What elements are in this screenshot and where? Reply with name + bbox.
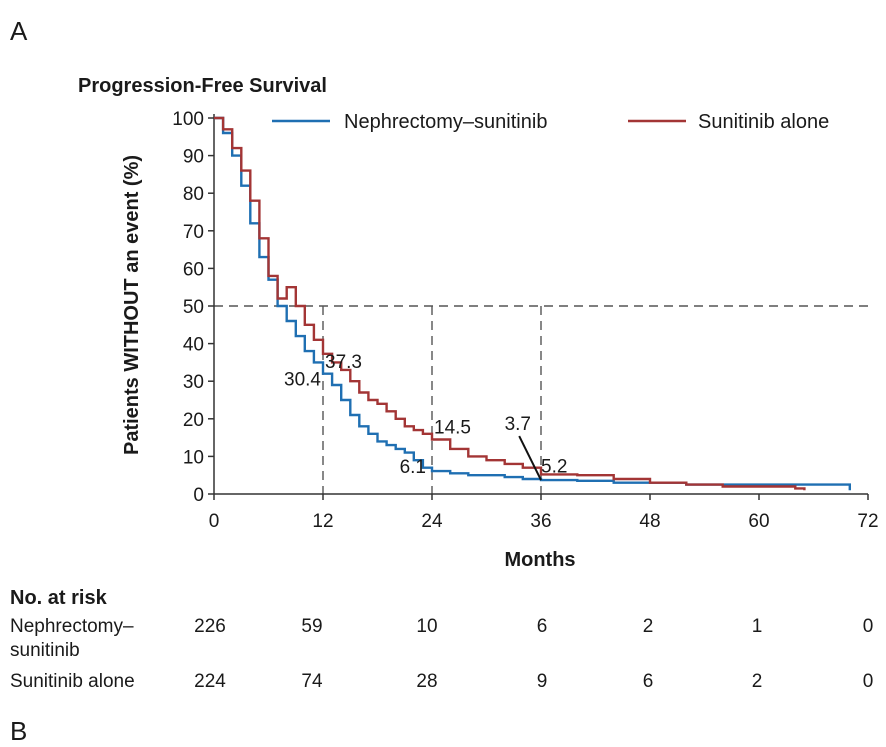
- x-tick-label: 60: [748, 511, 769, 532]
- series-layer: [214, 116, 851, 491]
- annotation-pointer: [518, 435, 542, 481]
- risk-cell: 0: [863, 671, 874, 692]
- annotation-label: 37.3: [325, 352, 362, 373]
- y-tick-label: 10: [183, 447, 204, 468]
- x-tick-label: 72: [857, 511, 878, 532]
- x-tick-label: 24: [421, 511, 443, 532]
- x-axis-label: Months: [504, 549, 575, 571]
- y-tick-label: 70: [183, 222, 204, 243]
- risk-cell: 224: [194, 671, 226, 692]
- chart-title: Progression-Free Survival: [78, 75, 327, 97]
- legend-label-nephrectomy: Nephrectomy–sunitinib: [344, 111, 547, 133]
- y-tick-label: 90: [183, 147, 204, 168]
- x-tick-label: 12: [312, 511, 333, 532]
- annotation-label: 14.5: [434, 417, 471, 438]
- risk-cell: 6: [537, 616, 548, 637]
- y-tick-label: 0: [193, 485, 204, 506]
- risk-cell: 28: [416, 671, 437, 692]
- risk-table-heading: No. at risk: [10, 587, 108, 609]
- y-tick-label: 50: [183, 297, 204, 318]
- series-line-sunitinib: [214, 116, 806, 491]
- annotation-label: 6.1: [400, 457, 426, 478]
- y-tick-label: 80: [183, 184, 204, 205]
- y-tick-label: 20: [183, 410, 204, 431]
- risk-cell: 2: [643, 616, 654, 637]
- risk-cell: 6: [643, 671, 654, 692]
- legend-label-sunitinib: Sunitinib alone: [698, 111, 829, 133]
- risk-row-label: Nephrectomy–: [10, 616, 134, 637]
- y-tick-label: 30: [183, 372, 204, 393]
- series-line-nephrectomy: [214, 116, 851, 491]
- annotation-label: 3.7: [505, 414, 531, 435]
- risk-cell: 1: [752, 616, 763, 637]
- risk-cell: 0: [863, 616, 874, 637]
- legend: Nephrectomy–sunitinib Sunitinib alone: [272, 111, 829, 133]
- risk-row-label-cont: sunitinib: [10, 640, 80, 661]
- risk-cell: 9: [537, 671, 548, 692]
- x-tick-label: 48: [639, 511, 660, 532]
- y-tick-label: 100: [172, 109, 204, 130]
- panel-a-label: A: [10, 16, 28, 46]
- risk-cell: 59: [301, 616, 322, 637]
- annotation-label: 5.2: [541, 456, 567, 477]
- risk-cell: 226: [194, 616, 226, 637]
- risk-cell: 2: [752, 671, 763, 692]
- risk-row-label: Sunitinib alone: [10, 671, 135, 692]
- y-tick-label: 40: [183, 335, 204, 356]
- y-axis-label: Patients WITHOUT an event (%): [121, 155, 143, 455]
- annotation-layer: 37.330.4 14.5 6.1 3.7 5.2: [284, 352, 567, 481]
- panel-b-label: B: [10, 716, 27, 746]
- risk-cell: 74: [301, 671, 323, 692]
- x-tick-label: 0: [209, 511, 220, 532]
- risk-cell: 10: [416, 616, 437, 637]
- x-tick-label: 36: [530, 511, 551, 532]
- axes: 0 10 20 30 40 50 60 70 80 90 100 0 12 24 36 48 60 72: [172, 109, 878, 532]
- annotation-label: 30.4: [284, 370, 321, 391]
- y-tick-label: 60: [183, 259, 204, 280]
- reference-lines: [214, 305, 868, 494]
